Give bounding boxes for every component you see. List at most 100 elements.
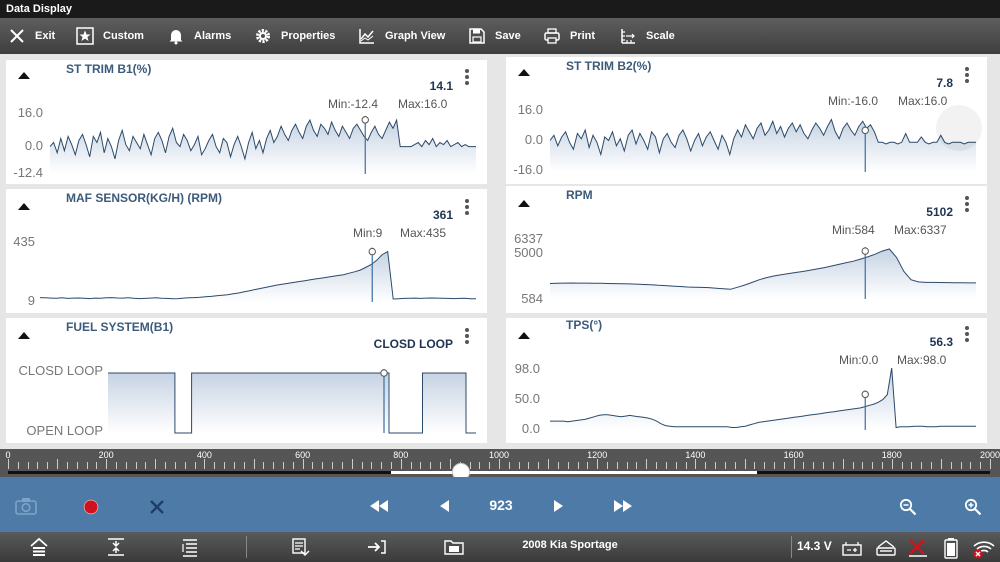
timeline-tick-mark (921, 462, 923, 469)
timeline-tick-mark (705, 462, 707, 469)
timeline-tick-mark (724, 462, 726, 469)
list-icon[interactable] (180, 537, 200, 557)
collapse-arrow-icon[interactable] (518, 69, 530, 76)
timeline-tick-mark (243, 462, 245, 469)
timeline-tick-mark (950, 462, 952, 469)
alarms-button[interactable]: Alarms (167, 18, 231, 54)
cursor-marker (861, 247, 869, 255)
folder-icon[interactable] (444, 538, 464, 556)
collapse-arrow-icon[interactable] (518, 200, 530, 207)
zoom-in-icon[interactable] (964, 498, 982, 516)
more-menu-icon[interactable] (465, 328, 469, 344)
step-back-icon[interactable] (440, 500, 449, 512)
current-value: 361 (432, 208, 453, 222)
step-forward-icon[interactable] (554, 500, 563, 512)
playback-controls: 923 (0, 477, 1000, 532)
camera-icon[interactable] (15, 497, 37, 515)
timeline-tick-mark (587, 462, 589, 469)
min-label: Min:9 (353, 226, 383, 240)
clear-icon[interactable] (149, 499, 165, 515)
collapse-arrow-icon[interactable] (18, 203, 30, 210)
current-value: 7.8 (936, 76, 953, 90)
print-button[interactable]: Print (543, 18, 595, 54)
wifi-icon (973, 541, 995, 559)
graph-area (550, 119, 976, 172)
timeline-scrubber[interactable]: 0 200 400 600 800 1000 1200 1400 1600 1800 2000 (0, 449, 1000, 481)
timeline-tick-mark (17, 462, 19, 469)
timeline-tick-mark (420, 462, 422, 469)
timeline-tick-mark (145, 462, 147, 469)
timeline-tick-mark (773, 462, 775, 469)
more-menu-icon[interactable] (965, 326, 969, 342)
properties-button[interactable]: Properties (254, 18, 335, 54)
scale-button[interactable]: Scale (619, 18, 675, 54)
home-icon[interactable] (29, 537, 49, 557)
close-icon (10, 29, 24, 43)
timeline-tick-mark (783, 462, 785, 469)
record-icon[interactable] (83, 499, 99, 515)
graph-area (550, 249, 976, 299)
y-axis-max: 16.0 (517, 102, 543, 117)
timeline-tick-mark (803, 462, 805, 469)
timeline-tick-mark (37, 462, 39, 469)
floppy-icon (469, 28, 485, 44)
maf-sensor-graph[interactable] (39, 241, 476, 302)
timeline-tick-label: 1000 (488, 450, 510, 460)
exit-button[interactable]: Exit (8, 18, 55, 54)
status-bar: 2008 Kia Sportage 14.3 V (0, 532, 1000, 562)
min-label: Min:584 (832, 223, 875, 237)
vehicle-info-icon[interactable] (291, 537, 311, 557)
more-menu-icon[interactable] (965, 196, 969, 212)
y-axis-closed-loop: CLOSD LOOP (18, 363, 103, 378)
timeline-tick-label: 1600 (783, 450, 804, 460)
tps-panel[interactable]: TPS(°) 56.3 Min:0.0 Max:98.0 98.0 50.0 0… (506, 318, 987, 443)
save-button[interactable]: Save (468, 18, 521, 54)
timeline-tick-mark (302, 459, 304, 469)
graph-view-button[interactable]: Graph View (358, 18, 445, 54)
panel-title: MAF SENSOR(KG/H) (RPM) (66, 191, 222, 205)
timeline-tick-mark (282, 462, 284, 469)
tps-graph[interactable] (550, 367, 976, 430)
custom-button[interactable]: Custom (76, 18, 144, 54)
current-value: 14.1 (429, 79, 453, 93)
timeline-tick-mark (980, 462, 982, 469)
st-trim-b1-graph[interactable] (49, 115, 476, 174)
timeline-tick-mark (27, 462, 29, 469)
timeline-tick-mark (940, 459, 942, 469)
st-trim-b2-panel[interactable]: ST TRIM B2(%) 7.8 Min:-16.0 Max:16.0 16.… (506, 57, 987, 184)
timeline-tick-mark (96, 462, 98, 469)
timeline-tick-mark (754, 462, 756, 469)
min-label: Min:-16.0 (828, 94, 879, 108)
fuel-system-panel[interactable]: FUEL SYSTEM(B1) CLOSD LOOP CLOSD LOOP OP… (6, 318, 487, 443)
graph-area (550, 368, 976, 430)
zoom-out-icon[interactable] (899, 498, 917, 516)
cursor-marker (380, 369, 388, 377)
shortcut-icon[interactable] (367, 538, 387, 556)
timeline-tick-mark (665, 462, 667, 469)
timeline-tick-mark (8, 459, 9, 469)
graph-line (39, 250, 476, 300)
rpm-panel[interactable]: RPM 5102 Min:584 Max:6337 6337 5000 584 (506, 186, 987, 313)
more-menu-icon[interactable] (465, 199, 469, 215)
graph-area (108, 373, 476, 433)
more-menu-icon[interactable] (965, 67, 969, 83)
fuel-system-graph[interactable] (108, 369, 476, 434)
collapse-arrow-icon[interactable] (518, 332, 530, 339)
timeline-tick-mark (793, 459, 795, 469)
collapse-arrow-icon[interactable] (18, 332, 30, 339)
timeline-tick-mark (548, 459, 550, 469)
y-axis-mid: 50.0 (514, 391, 540, 406)
collapse-arrow-icon[interactable] (18, 72, 30, 79)
st-trim-b1-panel[interactable]: ST TRIM B1(%) 14.1 Min:-12.4 Max:16.0 16… (6, 60, 487, 184)
rpm-graph[interactable] (549, 238, 976, 299)
fast-forward-icon[interactable] (614, 500, 632, 512)
timeline-tick-mark (557, 462, 559, 469)
timeline-tick-mark (351, 459, 353, 469)
rewind-icon[interactable] (370, 500, 388, 512)
timeline-tick-mark (715, 462, 717, 469)
collapse-icon[interactable] (106, 537, 126, 557)
timeline-tick-mark (489, 462, 491, 469)
more-menu-icon[interactable] (465, 69, 469, 85)
st-trim-b2-graph[interactable] (549, 116, 976, 172)
maf-sensor-panel[interactable]: MAF SENSOR(KG/H) (RPM) 361 Min:9 Max:435… (6, 189, 487, 313)
